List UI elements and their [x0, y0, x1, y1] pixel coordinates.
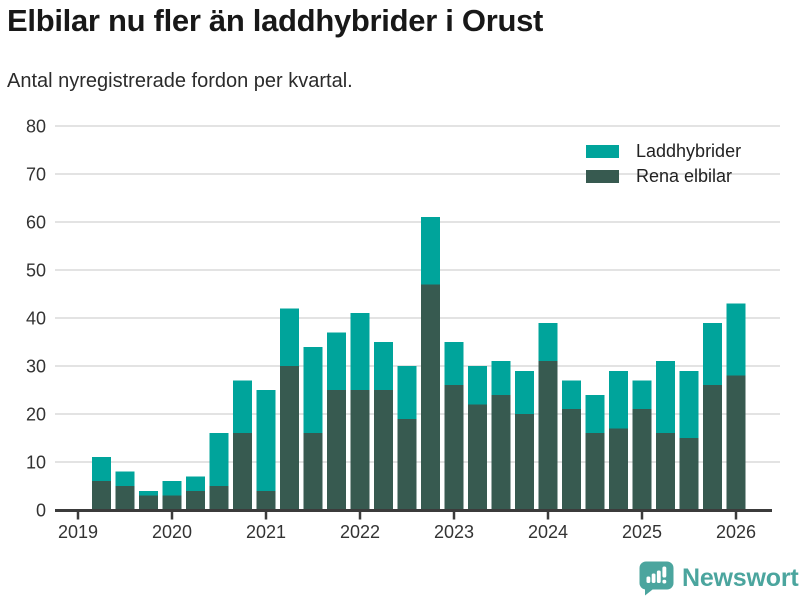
y-tick-label-50: 50	[26, 261, 46, 281]
bar-2025-q1-laddhybrider	[632, 380, 652, 410]
bar-2024-q2-rena-elbilar	[562, 409, 581, 510]
bar-2022-q4-laddhybrider	[421, 217, 440, 285]
bar-2024-q3-laddhybrider	[585, 394, 605, 434]
chart-subtitle: Antal nyregistrerade fordon per kvartal.	[7, 70, 353, 92]
bar-2021-q3-rena-elbilar	[303, 433, 323, 510]
legend-swatch-laddhybrider	[586, 145, 619, 158]
brand-name: Newsworthy	[682, 564, 800, 592]
bar-2025-q3-laddhybrider	[679, 370, 699, 438]
chart-title: Elbilar nu fler än laddhybrider i Orust	[7, 3, 544, 38]
bar-2019-q3-laddhybrider	[115, 471, 135, 486]
bar-2020-q4-rena-elbilar	[233, 433, 252, 510]
bar-2025-q4-laddhybrider	[703, 322, 722, 386]
bar-2023-q1-laddhybrider	[444, 342, 464, 386]
bar-2022-q3-rena-elbilar	[397, 418, 417, 510]
bar-2020-q4-laddhybrider	[233, 380, 252, 434]
bar-2020-q1-rena-elbilar	[162, 495, 182, 510]
bar-2020-q3-laddhybrider	[209, 433, 229, 486]
bar-2023-q1-rena-elbilar	[444, 385, 464, 510]
bar-2021-q2-rena-elbilar	[280, 366, 299, 510]
bar-2023-q2-rena-elbilar	[468, 404, 487, 510]
y-tick-label-20: 20	[26, 405, 46, 425]
bar-2020-q3-rena-elbilar	[209, 486, 229, 510]
bar-2026-q1-laddhybrider	[726, 303, 746, 376]
x-tick-label-2022: 2022	[340, 522, 380, 542]
legend: Laddhybrider Rena elbilar	[586, 139, 741, 189]
bar-2022-q1-rena-elbilar	[350, 390, 370, 510]
bar-2020-q2-laddhybrider	[186, 476, 205, 491]
bar-2021-q1-laddhybrider	[256, 390, 276, 491]
legend-swatch-rena-elbilar	[586, 170, 619, 183]
bar-2026-q1-rena-elbilar	[726, 375, 746, 510]
bar-2023-q3-rena-elbilar	[491, 394, 511, 510]
bar-2023-q2-laddhybrider	[468, 366, 487, 405]
bar-2025-q4-rena-elbilar	[703, 385, 722, 510]
bar-2021-q1-rena-elbilar	[256, 490, 276, 510]
y-tick-label-10: 10	[26, 453, 46, 473]
bar-2023-q3-laddhybrider	[491, 361, 511, 395]
y-tick-label-70: 70	[26, 165, 46, 185]
bar-2024-q4-rena-elbilar	[609, 428, 628, 510]
bar-2022-q3-laddhybrider	[397, 366, 417, 419]
bar-2019-q3-rena-elbilar	[115, 486, 135, 510]
x-tick-label-2026: 2026	[716, 522, 756, 542]
y-tick-label-40: 40	[26, 309, 46, 329]
x-tick-label-2020: 2020	[152, 522, 192, 542]
x-tick-label-2019: 2019	[58, 522, 98, 542]
bar-2019-q4-laddhybrider	[139, 490, 158, 496]
bar-2025-q3-rena-elbilar	[679, 438, 699, 510]
bar-2019-q2-laddhybrider	[92, 457, 111, 482]
bar-2021-q4-rena-elbilar	[327, 390, 346, 510]
bar-2019-q4-rena-elbilar	[139, 495, 158, 510]
bar-2025-q2-laddhybrider	[656, 361, 675, 434]
legend-label-rena-elbilar: Rena elbilar	[636, 166, 733, 186]
bar-2025-q2-rena-elbilar	[656, 433, 675, 510]
legend-item-rena-elbilar: Rena elbilar	[586, 164, 741, 189]
y-tick-label-80: 80	[26, 117, 46, 137]
x-tick-label-2023: 2023	[434, 522, 474, 542]
x-tick-label-2021: 2021	[246, 522, 286, 542]
bar-2020-q2-rena-elbilar	[186, 490, 205, 510]
y-tick-label-60: 60	[26, 213, 46, 233]
y-tick-label-0: 0	[36, 501, 46, 521]
legend-label-laddhybrider: Laddhybrider	[636, 141, 742, 161]
bar-2023-q4-rena-elbilar	[515, 414, 534, 510]
bar-2022-q2-laddhybrider	[374, 342, 393, 390]
bar-2021-q3-laddhybrider	[303, 346, 323, 434]
bar-2024-q3-rena-elbilar	[585, 433, 605, 510]
newsworthy-logo-icon	[639, 561, 674, 596]
bar-2025-q1-rena-elbilar	[632, 409, 652, 510]
x-tick-label-2024: 2024	[528, 522, 568, 542]
bar-2024-q2-laddhybrider	[562, 380, 581, 410]
legend-item-laddhybrider: Laddhybrider	[586, 139, 741, 164]
bar-2022-q2-rena-elbilar	[374, 390, 393, 510]
bar-2020-q1-laddhybrider	[162, 481, 182, 496]
bar-2022-q1-laddhybrider	[350, 313, 370, 390]
bar-2021-q2-laddhybrider	[280, 308, 299, 366]
bar-2019-q2-rena-elbilar	[92, 481, 111, 510]
x-tick-label-2025: 2025	[622, 522, 662, 542]
bar-2024-q1-rena-elbilar	[538, 361, 558, 510]
footer: Newsworthy	[638, 561, 800, 596]
bar-2022-q4-rena-elbilar	[421, 284, 440, 510]
bar-2021-q4-laddhybrider	[327, 332, 346, 390]
bar-2024-q1-laddhybrider	[538, 322, 558, 362]
y-tick-label-30: 30	[26, 357, 46, 377]
bar-2023-q4-laddhybrider	[515, 370, 534, 414]
bar-2024-q4-laddhybrider	[609, 370, 628, 429]
